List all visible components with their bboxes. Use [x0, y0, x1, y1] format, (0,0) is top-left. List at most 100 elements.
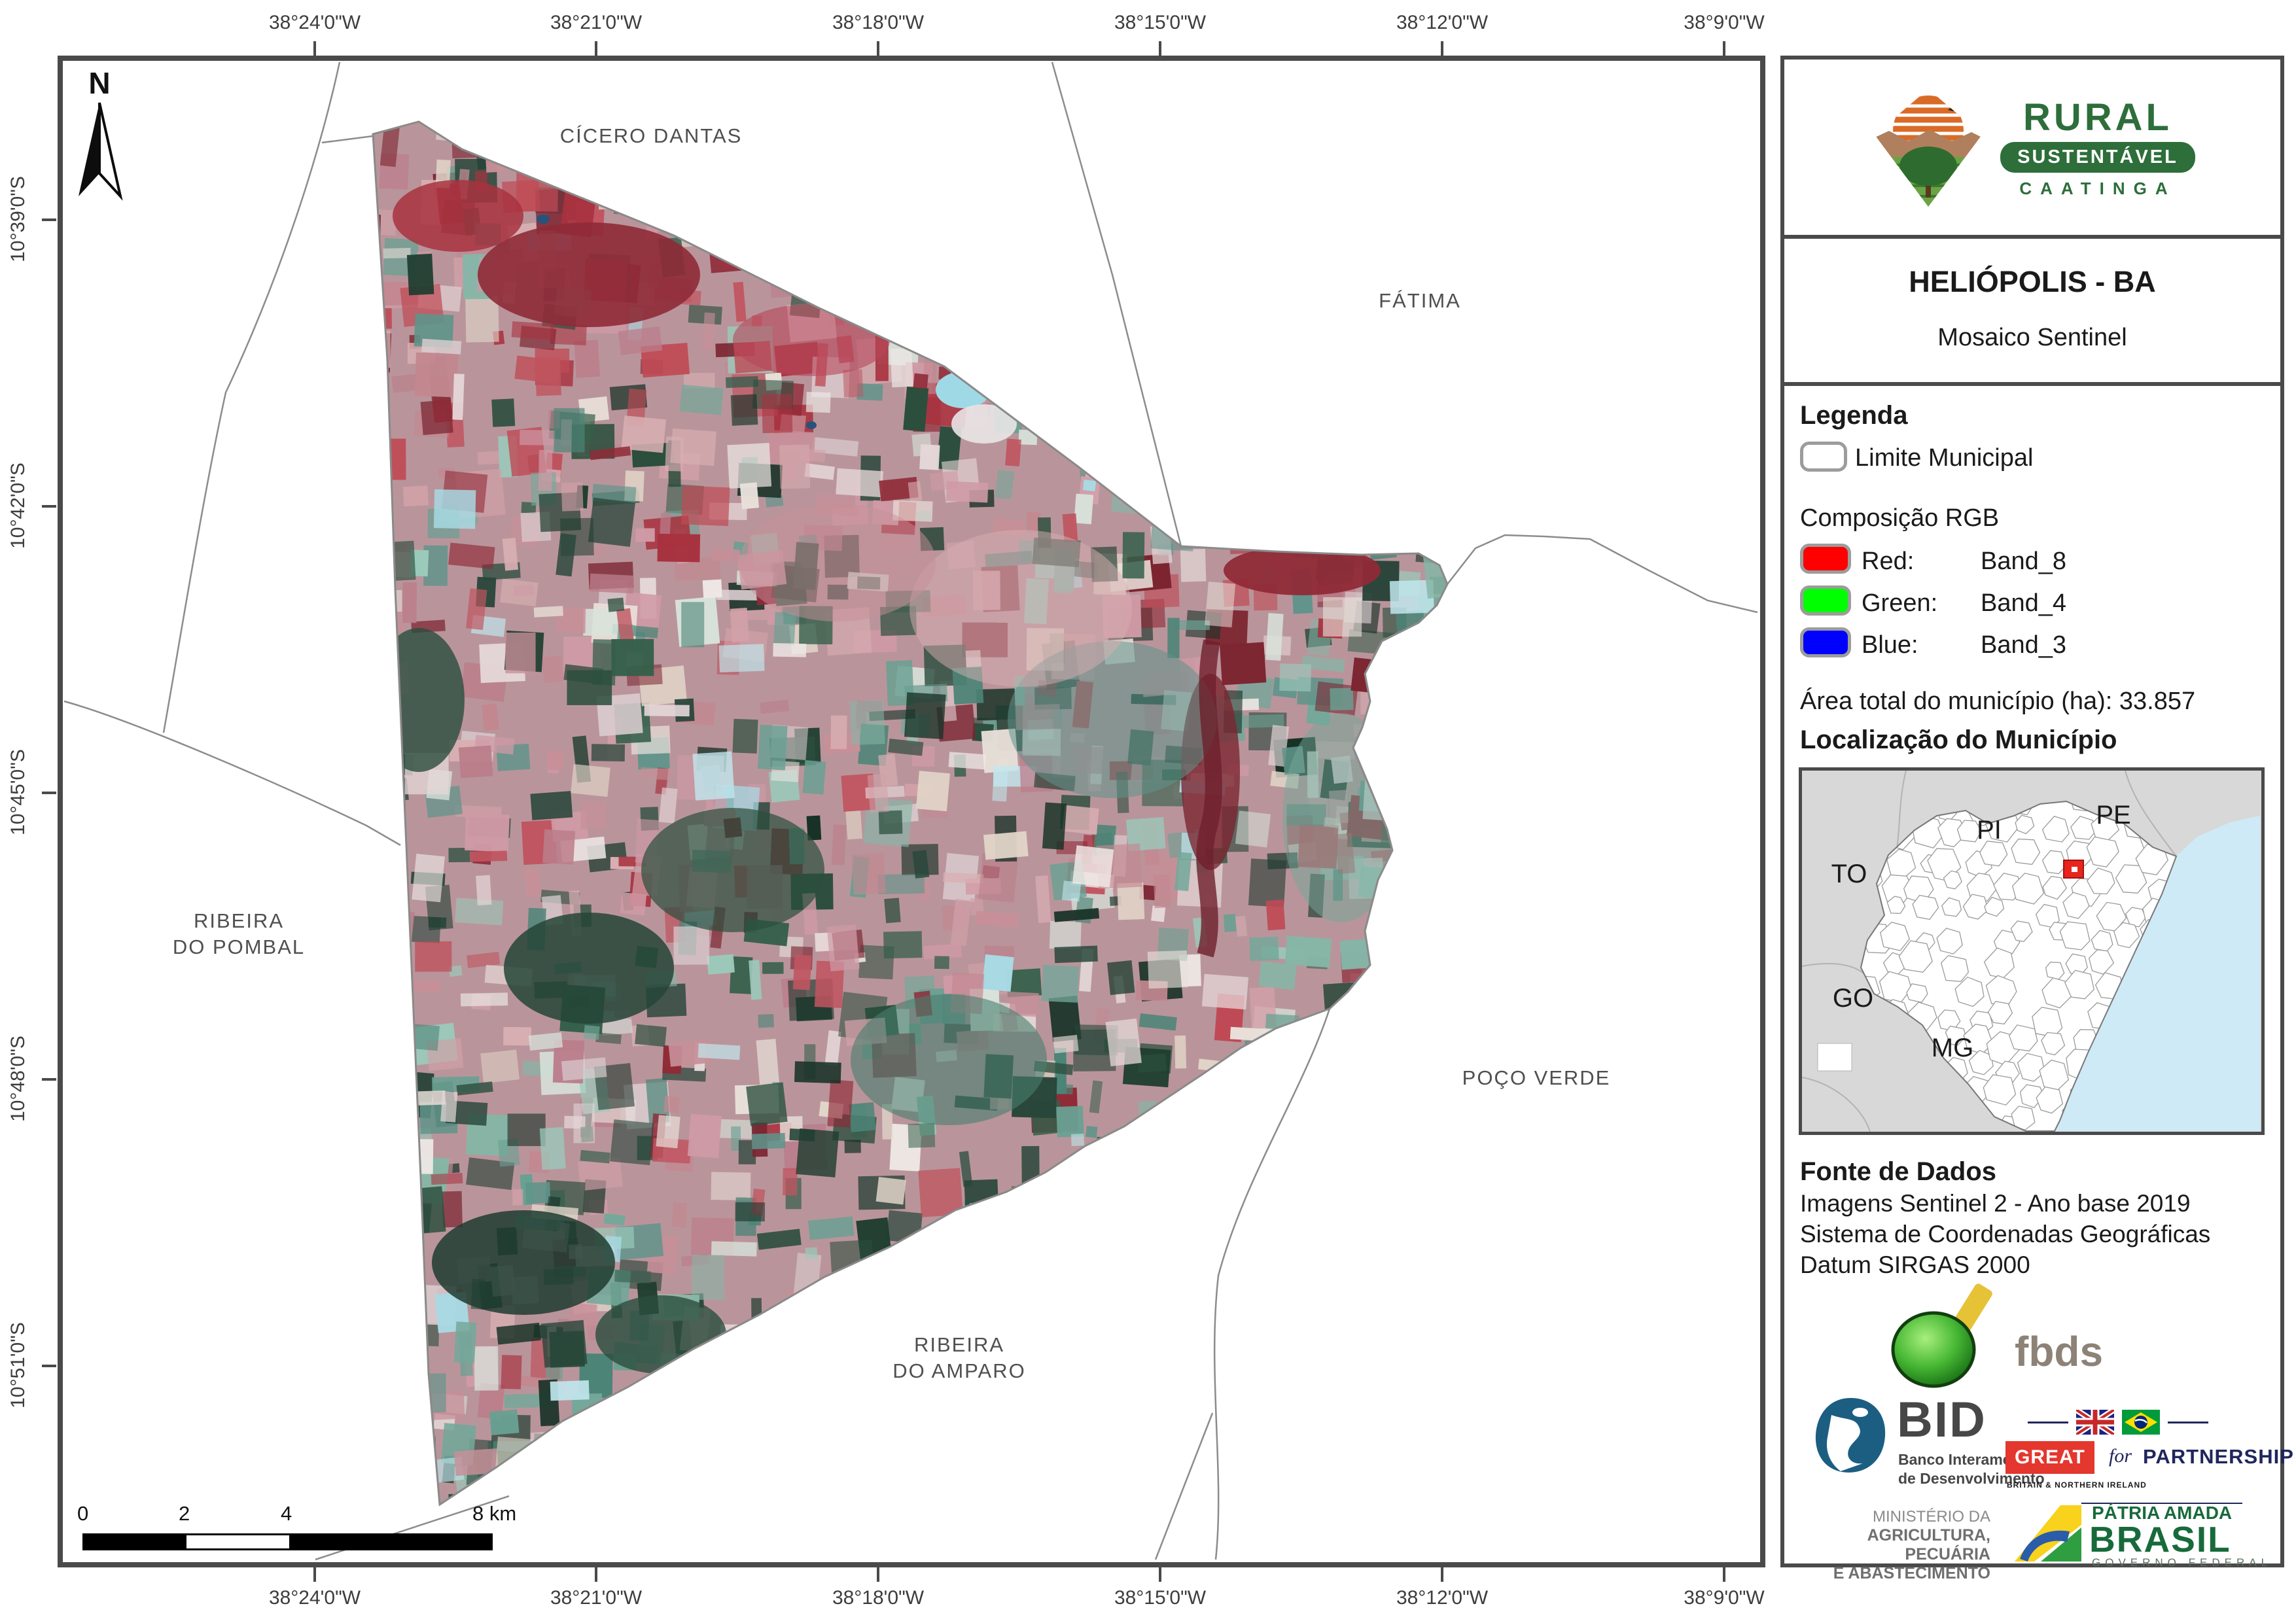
tick: [595, 41, 597, 56]
tick: [42, 1365, 56, 1367]
great-subtitle: BRITAIN & NORTHERN IRELAND: [2007, 1480, 2147, 1490]
limite-municipal-outline: [372, 120, 1449, 1507]
green-band-swatch: [1800, 585, 1851, 616]
scalebar-label-0: 0: [77, 1502, 89, 1525]
y-axis-label: 10°39'0"S: [7, 176, 29, 262]
brand-text: RURAL SUSTENTÁVEL CAATINGA: [2000, 96, 2195, 199]
x-axis-label: 38°24'0"W: [268, 12, 361, 33]
y-axis-label: 10°51'0"S: [7, 1322, 29, 1408]
bid-logo-icon: [1815, 1398, 1886, 1473]
limite-municipal-label: Limite Municipal: [1855, 444, 2034, 472]
great-for-text: for: [2109, 1445, 2132, 1467]
ministerio-text: MINISTÉRIO DA AGRICULTURA, PECUÁRIA E AB…: [1833, 1508, 1990, 1582]
tick: [42, 505, 56, 508]
place-label-poco-verde: POÇO VERDE: [1462, 1066, 1611, 1089]
state-label: TO: [1831, 860, 1867, 888]
tick: [595, 1567, 597, 1582]
x-axis-label: 38°12'0"W: [1396, 12, 1489, 33]
green-channel-label: Green:: [1862, 589, 1938, 617]
locator-map: PI PE TO GO MG: [1799, 767, 2265, 1135]
tick: [1723, 41, 1725, 56]
blue-band-swatch: [1800, 627, 1851, 657]
red-band-swatch: [1800, 544, 1851, 574]
area-total-label: Área total do município (ha): 33.857: [1800, 688, 2196, 715]
scalebar: [82, 1533, 493, 1550]
blue-channel-label: Blue:: [1862, 631, 1918, 659]
red-band-label: Band_8: [1981, 548, 2067, 575]
fonte-line: Imagens Sentinel 2 - Ano base 2019: [1800, 1190, 2191, 1217]
x-axis-label: 38°18'0"W: [832, 12, 925, 33]
sidebar: RURAL SUSTENTÁVEL CAATINGA HELIÓPOLIS - …: [1780, 56, 2293, 1582]
title-box: HELIÓPOLIS - BA Mosaico Sentinel: [1784, 235, 2280, 386]
bid-logo-text: BID: [1897, 1392, 1987, 1448]
x-axis-label: 38°24'0"W: [268, 1587, 361, 1609]
fonte-line: Sistema de Coordenadas Geográficas: [1800, 1221, 2211, 1248]
north-label: N: [88, 66, 110, 100]
scalebar-label-4: 4: [281, 1502, 292, 1525]
state-label: GO: [1833, 984, 1873, 1013]
fbds-logo-icon: [1891, 1283, 1992, 1388]
tick: [877, 1567, 879, 1582]
decorative-line: [2168, 1422, 2208, 1423]
x-axis-label: 38°18'0"W: [832, 1587, 925, 1609]
page-title: HELIÓPOLIS - BA: [1909, 265, 2156, 298]
x-axis-label: 38°15'0"W: [1114, 12, 1207, 33]
red-channel-label: Red:: [1862, 548, 1915, 575]
tick: [1723, 1567, 1725, 1582]
y-axis-label: 10°42'0"S: [7, 462, 29, 549]
ocean: [2055, 816, 2260, 1131]
uk-flag-icon: [2076, 1410, 2114, 1435]
tick: [1159, 1567, 1161, 1582]
gov-line2: BRASIL: [2089, 1519, 2231, 1560]
decorative-line: [2026, 1503, 2242, 1504]
tick: [1159, 41, 1161, 56]
tick: [42, 1078, 56, 1081]
green-band-label: Band_4: [1981, 589, 2067, 617]
fonte-line: Datum SIRGAS 2000: [1800, 1251, 2030, 1278]
x-axis-label: 38°15'0"W: [1114, 1587, 1207, 1609]
neighbor-boundaries: [63, 61, 1758, 1561]
tick: [1441, 1567, 1443, 1582]
x-axis-label: 38°9'0"W: [1684, 12, 1765, 33]
gov-line1: PÁTRIA AMADA: [2092, 1503, 2233, 1523]
decorative-line: [2028, 1422, 2068, 1423]
y-axis-label: 10°48'0"S: [7, 1036, 29, 1122]
north-arrow-icon: N: [79, 66, 123, 201]
brasil-gov-flag-icon: [2015, 1499, 2081, 1562]
brand-box: RURAL SUSTENTÁVEL CAATINGA: [1784, 60, 2280, 239]
tick: [42, 792, 56, 794]
brand-name-rural: RURAL: [2023, 96, 2172, 139]
tick: [877, 41, 879, 56]
tick: [313, 1567, 316, 1582]
rgb-heading: Composição RGB: [1800, 504, 2000, 532]
scalebar-segment: [84, 1535, 186, 1548]
place-label-ribeira-do-pombal: RIBEIRA DO POMBAL: [172, 909, 306, 958]
scalebar-segment: [289, 1535, 491, 1548]
legend-heading: Legenda: [1800, 401, 1908, 430]
place-label-fatima: FÁTIMA: [1379, 289, 1461, 312]
satellite-mosaic-map: [63, 61, 1758, 1561]
great-logo: GREAT: [2005, 1441, 2094, 1474]
fonte-heading: Fonte de Dados: [1800, 1157, 1997, 1186]
x-axis-label: 38°12'0"W: [1396, 1587, 1489, 1609]
gov-line3: GOVERNO FEDERAL: [2092, 1556, 2272, 1569]
scalebar-label-8km: 8 km: [472, 1502, 517, 1525]
caatinga-diamond-icon: [1875, 88, 1983, 207]
x-axis-label: 38°9'0"W: [1684, 1587, 1765, 1609]
x-axis-label: 38°21'0"W: [550, 12, 643, 33]
state-label: PE: [2096, 801, 2130, 829]
brand-name-caatinga: CAATINGA: [2019, 179, 2176, 198]
tick: [313, 41, 316, 56]
x-axis-label: 38°21'0"W: [550, 1587, 643, 1609]
page-subtitle: Mosaico Sentinel: [1937, 324, 2127, 351]
y-axis-label: 10°45'0"S: [7, 749, 29, 835]
location-heading: Localização do Município: [1800, 725, 2117, 754]
fbds-logo-text: fbds: [2015, 1328, 2104, 1375]
tick: [1441, 41, 1443, 56]
state-label: MG: [1932, 1034, 1973, 1062]
bahia-locator-svg: PI PE TO GO MG: [1801, 770, 2261, 1132]
map-canvas: [58, 56, 1765, 1567]
brand-name-sustentavel: SUSTENTÁVEL: [2000, 142, 2195, 173]
brazil-flag-icon: [2122, 1410, 2160, 1435]
blue-band-label: Band_3: [1981, 631, 2067, 659]
